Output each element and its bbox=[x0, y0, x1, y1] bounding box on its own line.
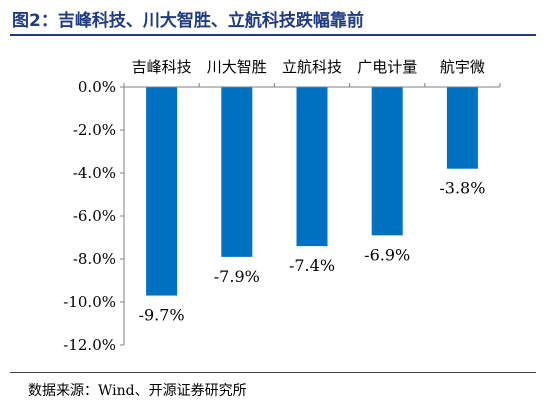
category-label: 川大智胜 bbox=[207, 58, 267, 76]
data-label: -6.9% bbox=[364, 245, 410, 264]
bar bbox=[296, 87, 328, 247]
y-tick-label: 0.0% bbox=[78, 78, 116, 96]
y-tick-label: -6.0% bbox=[73, 207, 116, 225]
figure-title: 图2：吉峰科技、川大智胜、立航科技跌幅靠前 bbox=[12, 11, 364, 31]
data-label: -7.9% bbox=[214, 267, 260, 286]
data-label: -9.7% bbox=[139, 306, 185, 325]
y-tick-label: -8.0% bbox=[73, 250, 116, 268]
title-rule bbox=[10, 34, 536, 36]
category-labels: 吉峰科技 川大智胜 立航科技 广电计量 航宇微 bbox=[132, 58, 485, 76]
category-label: 吉峰科技 bbox=[132, 58, 192, 76]
category-label: 广电计量 bbox=[357, 58, 417, 76]
bottom-rule bbox=[10, 372, 536, 373]
bar bbox=[371, 87, 403, 236]
bar bbox=[146, 87, 178, 296]
category-label: 立航科技 bbox=[282, 58, 342, 76]
bar-chart: 0.0% -2.0% -4.0% -6.0% -8.0% -10.0% -12.0% 吉峰科… bbox=[63, 58, 501, 354]
y-axis: 0.0% -2.0% -4.0% -6.0% -8.0% -10.0% -12.0% bbox=[63, 78, 125, 354]
bars bbox=[146, 87, 478, 296]
y-tick-label: -2.0% bbox=[73, 121, 116, 139]
data-label: -3.8% bbox=[439, 179, 485, 198]
x-axis bbox=[123, 83, 501, 88]
category-label: 航宇微 bbox=[440, 58, 485, 76]
source-note: 数据来源：Wind、开源证券研究所 bbox=[28, 383, 247, 399]
bar bbox=[221, 87, 253, 257]
data-label: -7.4% bbox=[289, 256, 335, 275]
y-tick-label: -12.0% bbox=[63, 336, 116, 354]
data-labels: -9.7% -7.9% -7.4% -6.9% -3.8% bbox=[139, 179, 486, 325]
bar bbox=[446, 87, 478, 169]
y-tick-label: -4.0% bbox=[73, 164, 116, 182]
y-tick-label: -10.0% bbox=[63, 293, 116, 311]
